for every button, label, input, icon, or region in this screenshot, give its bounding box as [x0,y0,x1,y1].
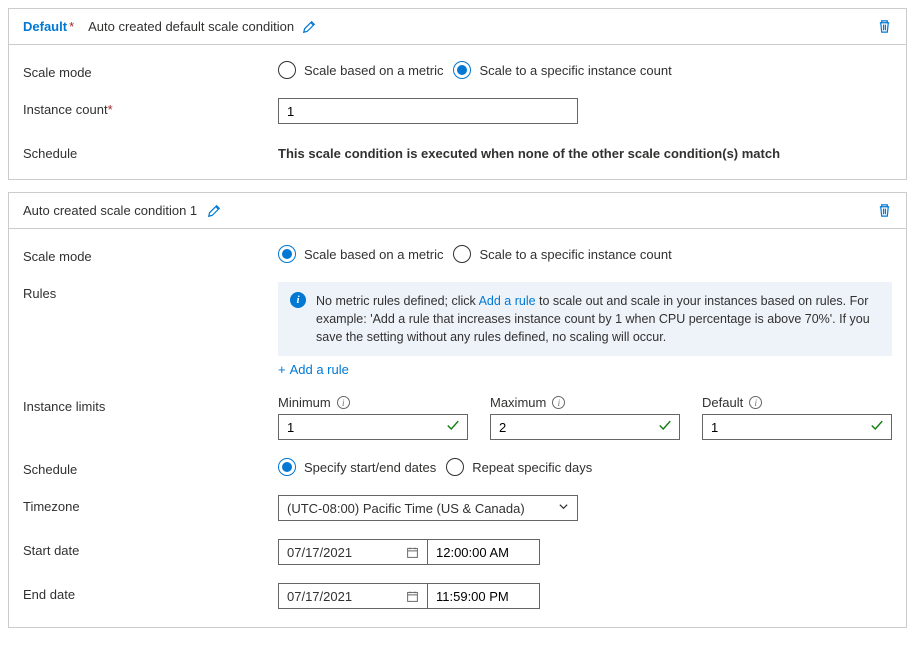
radio-label: Scale based on a metric [304,63,443,78]
end-date-input[interactable]: 07/17/2021 [278,583,428,609]
condition-name: Default [23,19,67,34]
add-rule-link[interactable]: +Add a rule [278,362,892,377]
plus-icon: + [278,362,286,377]
end-date-label: End date [23,583,278,602]
panel-header: Auto created scale condition 1 [9,193,906,229]
info-icon: i [290,292,306,308]
radio-label: Specify start/end dates [304,460,436,475]
start-date-input[interactable]: 07/17/2021 [278,539,428,565]
timezone-select[interactable]: (UTC-08:00) Pacific Time (US & Canada) [278,495,578,521]
default-label: Default [702,395,743,410]
required-star: * [69,19,74,34]
calendar-icon [406,590,419,603]
specify-dates-radio[interactable]: Specify start/end dates [278,458,436,476]
info-hint-icon[interactable]: i [749,396,762,409]
repeat-days-radio[interactable]: Repeat specific days [446,458,592,476]
edit-icon[interactable] [207,204,221,218]
rules-label: Rules [23,282,278,301]
add-rule-inline-link[interactable]: Add a rule [479,294,536,308]
instance-limits-label: Instance limits [23,395,278,414]
start-time-input[interactable] [428,539,540,565]
start-date-label: Start date [23,539,278,558]
scale-metric-radio[interactable]: Scale based on a metric [278,61,443,79]
scale-condition-1-panel: Auto created scale condition 1 Scale mod… [8,192,907,628]
info-text: No metric rules defined; click Add a rul… [316,292,880,346]
timezone-label: Timezone [23,495,278,514]
minimum-label: Minimum [278,395,331,410]
schedule-message: This scale condition is executed when no… [278,142,892,161]
panel-header: Default * Auto created default scale con… [9,9,906,45]
info-hint-icon[interactable]: i [552,396,565,409]
default-condition-panel: Default * Auto created default scale con… [8,8,907,180]
chevron-down-icon [558,501,569,515]
info-hint-icon[interactable]: i [337,396,350,409]
minimum-input[interactable] [278,414,468,440]
delete-icon[interactable] [877,203,892,218]
radio-label: Scale to a specific instance count [479,63,671,78]
scale-mode-label: Scale mode [23,61,278,80]
scale-mode-label: Scale mode [23,245,278,264]
maximum-label: Maximum [490,395,546,410]
edit-icon[interactable] [302,20,316,34]
delete-icon[interactable] [877,19,892,34]
rules-info-box: i No metric rules defined; click Add a r… [278,282,892,356]
radio-label: Scale to a specific instance count [479,247,671,262]
end-time-input[interactable] [428,583,540,609]
scale-specific-radio[interactable]: Scale to a specific instance count [453,61,671,79]
scale-specific-radio[interactable]: Scale to a specific instance count [453,245,671,263]
radio-label: Scale based on a metric [304,247,443,262]
instance-count-label: Instance count* [23,98,278,117]
maximum-input[interactable] [490,414,680,440]
instance-count-input[interactable] [278,98,578,124]
timezone-value: (UTC-08:00) Pacific Time (US & Canada) [287,501,525,516]
default-input[interactable] [702,414,892,440]
radio-label: Repeat specific days [472,460,592,475]
condition-name: Auto created scale condition 1 [23,203,197,218]
calendar-icon [406,546,419,559]
condition-subtitle: Auto created default scale condition [88,19,294,34]
schedule-label: Schedule [23,142,278,161]
schedule-label: Schedule [23,458,278,477]
scale-metric-radio[interactable]: Scale based on a metric [278,245,443,263]
